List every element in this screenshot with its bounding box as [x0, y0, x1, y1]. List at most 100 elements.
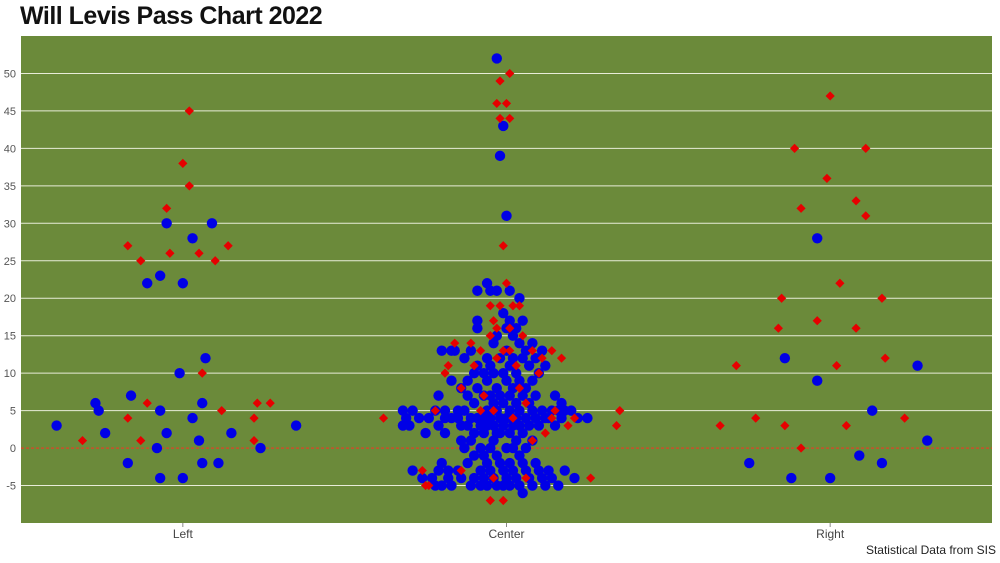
- incompletion-point: [498, 495, 508, 506]
- completion-point: [439, 405, 451, 416]
- x-tick-label: Center: [488, 527, 524, 541]
- completion-point: [824, 472, 836, 484]
- incompletion-point: [563, 421, 573, 431]
- incompletion-point: [162, 203, 172, 213]
- incompletion-point: [777, 293, 787, 303]
- completion-point: [501, 375, 512, 386]
- completion-point: [446, 375, 457, 386]
- completion-point: [527, 375, 538, 386]
- incompletion-point: [456, 383, 466, 393]
- completion-point: [177, 278, 189, 289]
- completion-point: [462, 390, 473, 401]
- completion-point: [481, 375, 493, 386]
- completion-point: [553, 480, 564, 491]
- completion-point: [514, 337, 525, 349]
- incompletion-point: [469, 361, 479, 371]
- completion-point: [520, 382, 532, 394]
- incompletion-point: [505, 323, 515, 333]
- incompletion-point: [440, 368, 450, 378]
- completion-point: [213, 457, 224, 469]
- completion-point: [93, 405, 104, 416]
- completion-point: [433, 420, 444, 431]
- incompletion-point: [832, 361, 842, 371]
- incompletion-point: [492, 323, 502, 333]
- completion-point: [417, 472, 428, 484]
- incompletion-point: [165, 248, 175, 258]
- incompletion-point: [476, 346, 486, 356]
- completion-point: [530, 390, 541, 401]
- completion-point: [504, 315, 515, 326]
- completion-point: [468, 472, 480, 484]
- completion-point: [559, 465, 570, 476]
- incompletion-point: [197, 368, 207, 378]
- completion-point: [854, 450, 865, 461]
- completion-point: [498, 120, 509, 132]
- completion-point: [290, 420, 302, 431]
- incompletion-point: [861, 143, 871, 153]
- completion-point: [514, 375, 525, 386]
- incompletion-point: [378, 413, 389, 423]
- incompletion-point: [498, 241, 508, 251]
- completion-point: [206, 218, 218, 229]
- completion-point: [922, 435, 933, 446]
- incompletion-point: [851, 323, 861, 333]
- y-tick-label: 20: [4, 293, 16, 305]
- incompletion-point: [498, 346, 508, 356]
- incompletion-point: [796, 443, 806, 453]
- incompletion-point: [265, 398, 275, 408]
- incompletion-point: [485, 495, 495, 506]
- completion-point: [498, 397, 509, 409]
- completion-point: [161, 427, 172, 439]
- incompletion-point: [796, 203, 806, 213]
- completion-point: [504, 285, 515, 296]
- y-tick-label: 15: [4, 331, 16, 343]
- incompletion-point: [488, 473, 499, 483]
- completion-point: [494, 150, 506, 162]
- incompletion-point: [521, 473, 531, 483]
- y-tick-label: 5: [10, 406, 16, 418]
- incompletion-point: [136, 256, 146, 266]
- completion-point: [786, 472, 797, 484]
- incompletion-point: [511, 361, 521, 371]
- completion-point: [481, 480, 493, 491]
- incompletion-point: [142, 398, 152, 408]
- incompletion-point: [424, 480, 434, 491]
- completion-point: [122, 457, 134, 469]
- completion-point: [523, 360, 535, 371]
- completion-point: [449, 345, 460, 356]
- completion-point: [569, 472, 580, 484]
- incompletion-point: [495, 76, 505, 86]
- completion-point: [566, 405, 577, 416]
- completion-point: [501, 210, 512, 222]
- incompletion-point: [430, 406, 440, 416]
- completion-point: [472, 315, 483, 326]
- completion-point: [125, 390, 137, 401]
- completion-point: [459, 405, 470, 416]
- completion-point: [439, 427, 451, 439]
- incompletion-point: [184, 181, 194, 191]
- incompletion-point: [488, 406, 499, 416]
- completion-point: [187, 412, 198, 424]
- incompletion-point: [773, 323, 783, 333]
- incompletion-point: [877, 293, 887, 303]
- incompletion-point: [492, 98, 502, 109]
- y-tick-label: 25: [4, 256, 16, 268]
- data-points: [51, 53, 933, 506]
- completion-point: [507, 352, 519, 364]
- source-caption: Statistical Data from SIS: [865, 543, 996, 557]
- incompletion-point: [252, 398, 262, 408]
- completion-point: [462, 457, 473, 469]
- completion-point: [436, 480, 447, 491]
- incompletion-point: [534, 368, 544, 378]
- incompletion-point: [501, 278, 512, 288]
- completion-point: [511, 435, 522, 446]
- incompletion-point: [586, 473, 596, 483]
- completion-point: [498, 308, 509, 319]
- incompletion-point: [822, 173, 832, 183]
- completion-point: [197, 397, 208, 409]
- completion-point: [546, 472, 558, 484]
- incompletion-point: [537, 353, 547, 363]
- completion-point: [459, 352, 470, 364]
- incompletion-point: [780, 421, 790, 431]
- incompletion-point: [77, 435, 88, 446]
